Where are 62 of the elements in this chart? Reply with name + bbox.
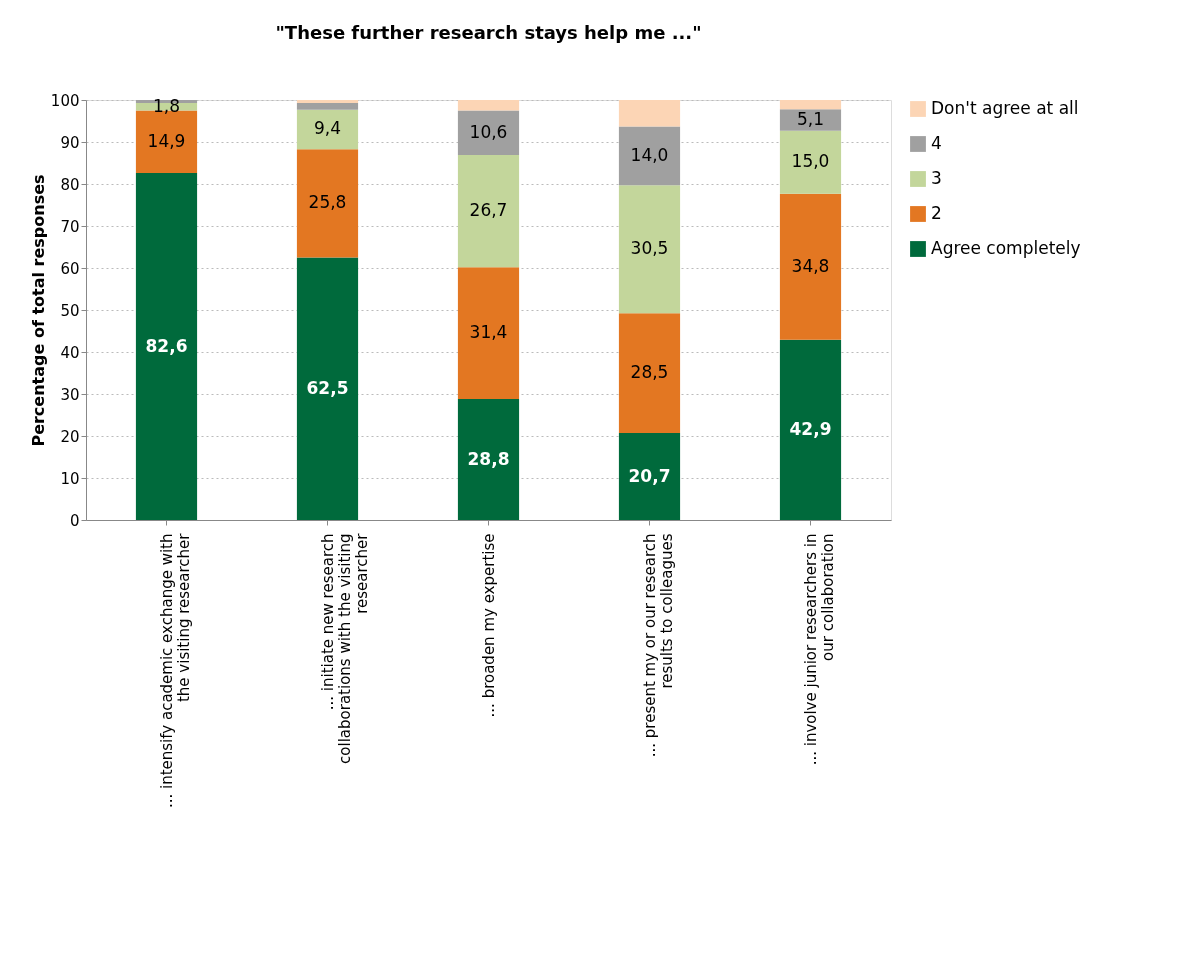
bar — [296, 102, 359, 110]
y-tick-label: 50 — [60, 301, 80, 320]
legend-label: 2 — [931, 203, 942, 223]
y-tick-label: 90 — [60, 133, 80, 152]
data-label: 62,5 — [306, 377, 349, 398]
data-label: 9,4 — [313, 118, 342, 139]
bar — [296, 100, 359, 103]
y-tick-label: 30 — [60, 385, 80, 404]
bar — [457, 100, 520, 111]
data-label: 10,6 — [469, 121, 508, 142]
bar — [296, 109, 359, 150]
bar — [457, 267, 520, 400]
y-tick-label: 70 — [60, 217, 80, 236]
y-axis-title: Percentage of total responses — [28, 174, 48, 447]
bar — [135, 173, 198, 520]
bar — [779, 193, 842, 340]
x-tick-label: ... initiate new research collaborations with the visiting researcher — [318, 532, 371, 764]
x-tick-label: ... involve junior researchers in our collaboration — [801, 533, 837, 766]
data-label: 28,8 — [467, 448, 510, 469]
data-label: 31,4 — [469, 322, 508, 343]
bar — [618, 433, 681, 520]
bar — [618, 100, 681, 127]
bar — [296, 149, 359, 258]
y-tick-label: 40 — [60, 343, 80, 362]
chart-title: "These further research stays help me ..." — [275, 22, 702, 43]
bar — [457, 110, 520, 156]
data-label: 14,0 — [630, 144, 669, 165]
bar — [779, 130, 842, 194]
data-label: 34,8 — [791, 255, 830, 276]
bar — [457, 155, 520, 268]
bar — [618, 313, 681, 434]
x-tick-label: ... present my or our research results to colleagues — [640, 533, 676, 758]
legend-label: 3 — [931, 168, 942, 188]
data-label: 5,1 — [796, 108, 825, 129]
bar — [457, 399, 520, 520]
bar — [618, 126, 681, 186]
data-label: 25,8 — [308, 192, 347, 213]
data-label: 30,5 — [630, 238, 669, 259]
y-tick-label: 80 — [60, 175, 80, 194]
x-tick-label: ... broaden my expertise — [479, 533, 498, 718]
y-tick-label: 20 — [60, 427, 80, 446]
bar — [779, 100, 842, 110]
bar — [779, 109, 842, 131]
legend-label: Don't agree at all — [931, 98, 1079, 118]
data-label: 42,9 — [789, 418, 832, 439]
y-tick-label: 60 — [60, 259, 80, 278]
legend-label: Agree completely — [931, 238, 1081, 258]
data-label: 15,0 — [791, 151, 830, 172]
bar — [296, 257, 359, 520]
data-label: 14,9 — [147, 130, 186, 151]
data-label: 28,5 — [630, 362, 669, 383]
data-label: 20,7 — [628, 465, 671, 486]
bar — [779, 339, 842, 520]
x-tick-label: ... intensify academic exchange with the visiting researcher — [157, 532, 193, 809]
y-tick-label: 0 — [69, 511, 80, 530]
y-tick-label: 100 — [50, 91, 80, 110]
y-tick-label: 10 — [60, 469, 80, 488]
legend-label: 4 — [931, 133, 942, 153]
bar — [618, 185, 681, 314]
data-label: 1,8 — [152, 95, 181, 116]
data-label: 82,6 — [145, 335, 188, 356]
data-label: 26,7 — [469, 200, 508, 221]
